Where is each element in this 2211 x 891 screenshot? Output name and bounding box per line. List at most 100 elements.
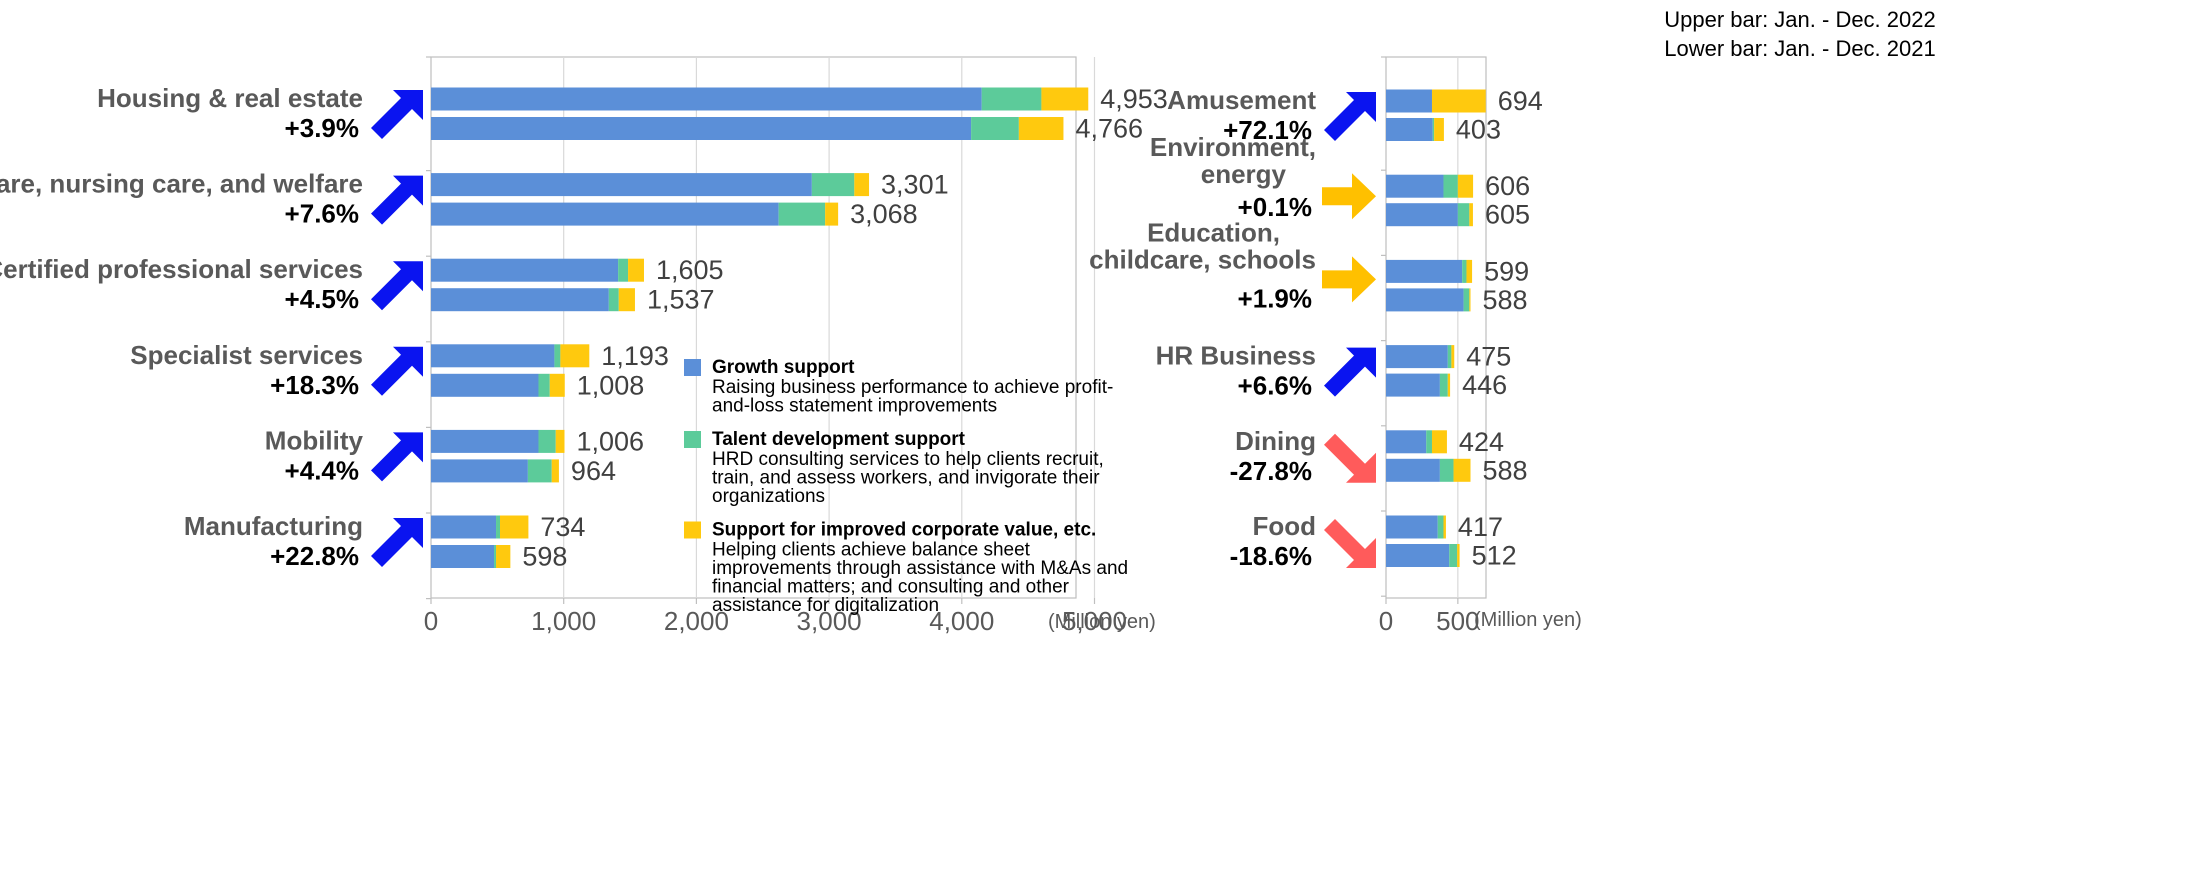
trend-up-icon (371, 518, 423, 567)
category-labels: Housing & real estate+3.9% Healthcare, nu… (0, 83, 1316, 571)
trend-down-icon (1324, 433, 1376, 483)
small-data-label: 694 (1498, 86, 1543, 116)
legend-swatch-0 (684, 359, 701, 376)
small-chart-gridlines (1385, 56, 1487, 599)
trend-up-icon (371, 432, 423, 482)
category-change: +18.3% (270, 370, 359, 400)
small-bar-hr-business-2022-seg0 (1386, 345, 1448, 369)
trend-up-icon (371, 261, 423, 311)
category-name: Amusement (1167, 85, 1316, 115)
small-bar-education-childcare-schools-2022-seg1 (1462, 259, 1467, 283)
category-name: Specialist services (130, 340, 363, 370)
legend-swatch-1 (684, 431, 701, 448)
main-data-label: 734 (540, 512, 585, 542)
main-plot-frame (430, 56, 1077, 599)
main-bar-specialist-services-2021-seg1 (538, 373, 550, 397)
category-change: -18.6% (1230, 541, 1312, 571)
main-bar-mobility-2022-seg0 (431, 429, 539, 453)
small-data-label: 424 (1459, 427, 1504, 457)
small-bar-hr-business-2021-seg2 (1447, 373, 1451, 397)
small-tick-label: 500 (1436, 606, 1479, 636)
main-bar-certified-professional-services-2022-seg2 (628, 258, 644, 282)
trend-up-icon (1324, 92, 1376, 141)
main-bar-manufacturing-2022-seg2 (500, 515, 529, 539)
legend-description: organizations (712, 486, 825, 507)
small-data-label: 403 (1456, 115, 1501, 145)
main-bar-specialist-services-2022-seg0 (431, 344, 555, 368)
main-bar-manufacturing-2022-seg0 (431, 515, 497, 539)
trend-down-icon (1324, 519, 1376, 568)
main-bar-certified-professional-services-2021-seg2 (618, 288, 635, 312)
period-note-upper: Upper bar: Jan. - Dec. 2022 (1664, 7, 1935, 32)
trend-up-icon (371, 90, 423, 139)
legend-description: Helping clients achieve balance sheet (712, 540, 1031, 561)
small-bar-education-childcare-schools-2022-seg2 (1466, 259, 1473, 283)
legend-description: HRD consulting services to help clients … (712, 449, 1104, 470)
small-plot-frame (1385, 56, 1487, 599)
small-bar-food-2022-seg1 (1437, 515, 1444, 539)
category-change: +4.4% (285, 455, 359, 485)
small-data-label: 512 (1472, 541, 1517, 571)
legend-description: assistance for digitalization (712, 595, 939, 616)
small-data-label: 605 (1485, 200, 1530, 230)
small-data-label: 446 (1462, 370, 1507, 400)
small-bar-amusement-2021-seg1 (1432, 118, 1435, 141)
main-bar-mobility-2021-seg1 (527, 459, 552, 483)
small-bar-food-2022-seg0 (1386, 515, 1438, 539)
small-bar-hr-business-2022-seg1 (1447, 345, 1452, 369)
main-unit-label: (Million yen) (1048, 611, 1156, 633)
main-bar-housing-real-estate-2022-seg2 (1041, 87, 1089, 111)
legend-description: train, and assess workers, and invigorat… (712, 468, 1100, 489)
trend-flat-icon (1322, 256, 1376, 303)
trend-up-icon (371, 346, 423, 396)
main-tick-label: 0 (424, 606, 438, 636)
small-bar-dining-2021-seg0 (1386, 458, 1440, 482)
legend-description: Raising business performance to achieve … (712, 377, 1113, 398)
main-bar-certified-professional-services-2022-seg1 (618, 258, 629, 282)
small-bar-amusement-2021-seg2 (1434, 118, 1444, 141)
main-data-label: 964 (571, 456, 616, 486)
trend-up-icon (371, 175, 423, 225)
main-bar-healthcare-nursing-care-and-welfare-2022-seg2 (854, 173, 870, 197)
category-name: Certified professional services (0, 254, 363, 284)
main-data-label: 1,537 (647, 285, 715, 315)
legend-title: Talent development support (712, 429, 966, 450)
small-tick-label: 0 (1379, 606, 1393, 636)
category-name: Dining (1235, 426, 1316, 456)
main-bar-mobility-2022-seg2 (555, 429, 565, 453)
small-bar-environment-energy-2021-seg2 (1469, 203, 1473, 227)
legend-description: and-loss statement improvements (712, 396, 997, 417)
main-bar-housing-real-estate-2021-seg2 (1018, 117, 1064, 140)
main-data-label: 1,006 (576, 426, 644, 456)
small-data-label: 588 (1482, 455, 1527, 485)
main-bar-certified-professional-services-2021-seg0 (431, 288, 609, 312)
main-bar-manufacturing-2022-seg1 (496, 515, 501, 539)
category-change: +4.5% (285, 284, 359, 314)
small-data-label: 475 (1466, 342, 1511, 372)
legend-title: Support for improved corporate value, et… (712, 520, 1096, 541)
small-bar-environment-energy-2021-seg0 (1386, 203, 1458, 227)
main-bar-certified-professional-services-2022-seg0 (431, 258, 619, 282)
main-data-label: 3,068 (850, 199, 918, 229)
main-bar-healthcare-nursing-care-and-welfare-2021-seg2 (825, 202, 839, 226)
legend-swatch-2 (684, 521, 701, 539)
main-bar-certified-professional-services-2021-seg1 (608, 288, 619, 312)
category-name: Education, (1147, 217, 1280, 247)
category-name: Manufacturing (184, 511, 363, 541)
small-bar-education-childcare-schools-2022-seg0 (1386, 259, 1463, 283)
category-change: +0.1% (1238, 192, 1312, 222)
category-change: +6.6% (1238, 371, 1312, 401)
category-name: HR Business (1156, 341, 1316, 371)
main-tick-label: 3,000 (797, 606, 862, 636)
main-bar-housing-real-estate-2021-seg1 (971, 117, 1019, 140)
category-change: +22.8% (270, 541, 359, 571)
category-name: Healthcare, nursing care, and welfare (0, 169, 363, 199)
category-change: -27.8% (1230, 456, 1312, 486)
trend-flat-icon (1322, 173, 1376, 220)
small-data-label: 599 (1484, 256, 1529, 286)
main-bar-manufacturing-2021-seg0 (431, 545, 495, 568)
main-chart-gridlines (430, 56, 1096, 599)
main-data-label: 3,301 (881, 170, 949, 200)
